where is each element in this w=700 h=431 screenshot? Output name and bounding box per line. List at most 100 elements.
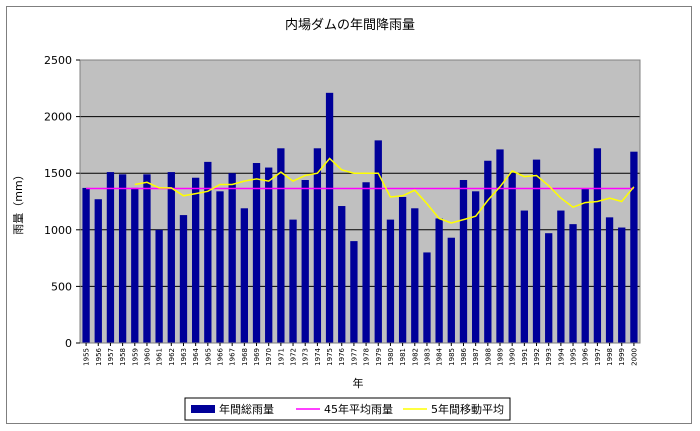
bar-1967 — [228, 173, 236, 343]
y-tick-label: 500 — [51, 280, 72, 293]
x-tick-label: 1956 — [95, 347, 103, 365]
x-tick-label: 1966 — [217, 347, 225, 365]
x-tick-label: 1994 — [557, 347, 565, 365]
bar-1999 — [618, 227, 626, 343]
x-tick-label: 1961 — [156, 348, 164, 366]
plot-border — [79, 59, 641, 344]
bar-1961 — [155, 229, 163, 343]
x-tick-label: 1978 — [363, 348, 371, 366]
bar-1982 — [411, 208, 419, 343]
bar-1993 — [545, 233, 553, 343]
x-tick-label: 1999 — [618, 348, 626, 366]
bar-1964 — [192, 177, 200, 343]
bar-1992 — [532, 159, 541, 343]
bar-1980 — [386, 219, 395, 343]
bar-1976 — [338, 206, 346, 343]
x-tick-label: 1963 — [180, 348, 188, 366]
legend-label-bars: 年間総雨量 — [219, 402, 274, 416]
legend-swatch-bars — [191, 405, 215, 413]
y-tick-label: 1000 — [44, 224, 72, 237]
bar-1955 — [82, 187, 90, 343]
x-tick-label: 1995 — [570, 348, 578, 366]
bar-1990 — [508, 173, 516, 343]
bar-1989 — [496, 149, 504, 343]
bar-1957 — [106, 172, 115, 343]
bar-1974 — [313, 148, 322, 343]
x-tick-label: 2000 — [630, 348, 638, 366]
x-tick-label: 1973 — [302, 348, 310, 366]
x-tick-label: 1971 — [277, 348, 285, 366]
bar-1984 — [435, 218, 443, 343]
bar-1978 — [362, 182, 370, 343]
bar-1981 — [398, 196, 407, 343]
x-tick-label: 1975 — [326, 348, 334, 366]
bar-1963 — [179, 215, 188, 343]
x-axis-ticks: 1955 1956 1957 1958 1959 1960 1961 1962 1963 1964… — [83, 343, 638, 366]
bar-1971 — [277, 148, 285, 343]
x-tick-label: 1969 — [253, 348, 261, 366]
y-tick-label: 1500 — [44, 167, 72, 180]
x-tick-label: 1993 — [545, 348, 553, 366]
x-tick-label: 1988 — [484, 348, 492, 366]
x-tick-label: 1957 — [107, 348, 115, 366]
x-tick-label: 1965 — [204, 348, 212, 366]
x-tick-label: 1970 — [265, 348, 273, 366]
x-tick-label: 1991 — [521, 348, 529, 366]
x-tick-label: 1960 — [144, 348, 152, 366]
chart-title: 内場ダムの年間降雨量 — [285, 17, 415, 33]
line-series — [86, 157, 635, 224]
bar-1958 — [118, 174, 127, 343]
y-tick-label: 0 — [65, 337, 72, 350]
x-tick-label: 1985 — [448, 348, 456, 366]
x-tick-label: 1997 — [594, 348, 602, 366]
x-tick-label: 1981 — [399, 348, 407, 366]
bar-1979 — [374, 140, 382, 343]
bar-1972 — [289, 219, 297, 343]
x-tick-label: 1982 — [411, 348, 419, 366]
x-tick-label: 1959 — [131, 348, 139, 366]
bar-1968 — [240, 208, 248, 343]
bar-1975 — [325, 92, 334, 343]
legend-box — [184, 397, 511, 421]
x-tick-label: 1987 — [472, 348, 480, 366]
x-tick-label: 1976 — [338, 347, 346, 365]
bar-1997 — [593, 148, 602, 343]
moving-average-line — [134, 157, 635, 224]
bar-1970 — [265, 167, 273, 343]
bar-1985 — [447, 237, 455, 343]
x-tick-label: 1996 — [582, 347, 590, 365]
x-tick-label: 1964 — [192, 347, 200, 365]
bar-1965 — [204, 161, 212, 343]
bar-1962 — [167, 172, 175, 343]
bar-1956 — [94, 199, 102, 343]
x-tick-label: 1972 — [290, 348, 298, 366]
x-tick-label: 1979 — [375, 348, 383, 366]
x-tick-label: 1962 — [168, 348, 176, 366]
x-tick-label: 1958 — [119, 348, 127, 366]
x-tick-label: 1986 — [460, 347, 468, 365]
x-tick-label: 1980 — [387, 348, 395, 366]
plot-area — [80, 60, 640, 343]
y-tick-label: 2000 — [44, 111, 72, 124]
y-axis-title: 雨量（mm） — [12, 169, 25, 234]
x-tick-label: 1974 — [314, 347, 322, 365]
legend-label-average: 45年平均雨量 — [324, 402, 393, 416]
x-tick-label: 1989 — [497, 348, 505, 366]
bar-1959 — [131, 187, 139, 343]
legend: 年間総雨量 45年平均雨量 5年間移動平均 — [184, 397, 511, 421]
x-tick-label: 1992 — [533, 348, 541, 366]
legend-label-moving-average: 5年間移動平均 — [431, 402, 504, 416]
x-axis-title: 年 — [353, 376, 364, 390]
bar-1977 — [350, 241, 358, 343]
bar-1983 — [423, 252, 431, 343]
x-tick-label: 1983 — [424, 348, 432, 366]
x-tick-label: 1955 — [83, 348, 91, 366]
bar-1988 — [484, 160, 492, 343]
bar-2000 — [630, 151, 638, 343]
x-tick-label: 1967 — [229, 348, 237, 366]
bar-1966 — [216, 191, 224, 343]
x-tick-label: 1998 — [606, 348, 614, 366]
x-tick-label: 1977 — [350, 348, 358, 366]
bar-1998 — [605, 217, 614, 343]
